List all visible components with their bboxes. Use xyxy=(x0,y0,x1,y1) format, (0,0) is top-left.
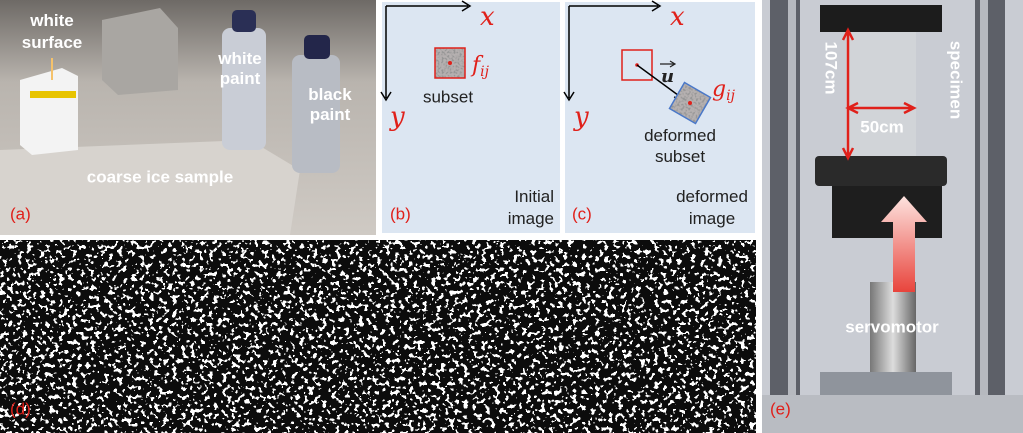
text-line: Initial xyxy=(514,187,554,206)
panel-label: (c) xyxy=(572,204,592,223)
upper-plate xyxy=(815,156,947,186)
width-arrow xyxy=(845,101,917,115)
panel-b: x y fij subset Initial image (b) xyxy=(380,0,560,233)
symbol: gij xyxy=(712,77,736,104)
vector-accent xyxy=(660,60,677,68)
top-cap xyxy=(820,5,942,32)
panel-label: (d) xyxy=(10,399,31,418)
text-line: white xyxy=(217,49,261,68)
panel-background xyxy=(382,2,560,233)
panel-label: (b) xyxy=(390,204,411,223)
axis-label: x xyxy=(480,2,495,32)
text-line: image xyxy=(689,209,735,228)
text-line: paint xyxy=(220,69,261,88)
text-line: white xyxy=(29,11,73,30)
floor xyxy=(762,395,1023,433)
base xyxy=(820,372,952,397)
frame-rail xyxy=(980,0,988,395)
annotation: deformed subset xyxy=(644,126,716,166)
subset-center xyxy=(448,61,452,65)
text-line: paint xyxy=(310,105,351,124)
vector-label: u xyxy=(661,66,674,87)
ice-block xyxy=(102,8,178,95)
caption: deformed image xyxy=(676,187,748,228)
height-arrow xyxy=(841,27,855,161)
axis-label: x xyxy=(670,2,685,32)
annotation: servomotor xyxy=(845,317,939,336)
caption: Initial image xyxy=(508,187,554,228)
text-line: image xyxy=(508,209,554,228)
speckle-pattern xyxy=(0,240,756,433)
text-line: black xyxy=(308,85,352,104)
panel-d: (d) xyxy=(0,240,756,433)
axis-label: y xyxy=(573,102,589,132)
subset-box xyxy=(668,81,712,125)
axes xyxy=(563,0,662,102)
subset-center xyxy=(688,101,692,105)
text-line: subset xyxy=(655,147,705,166)
text-line: deformed xyxy=(644,126,716,145)
frame-column xyxy=(975,0,1005,395)
annotation: subset xyxy=(423,87,473,106)
annotation: black paint xyxy=(308,85,352,124)
frame-rail xyxy=(788,0,796,395)
text-line: deformed xyxy=(676,187,748,206)
symbol-base: g xyxy=(712,77,726,102)
text-line: surface xyxy=(22,33,82,52)
panel-label: (a) xyxy=(10,204,31,223)
white-box xyxy=(20,68,78,155)
original-subset xyxy=(621,49,653,81)
axis-label: y xyxy=(389,102,405,132)
panel-e: 107cm 50cm specimen servomotor (e) xyxy=(762,0,1023,433)
panel-c: x y u gij deformed subset deformed image (… xyxy=(563,0,755,233)
annotation: white surface xyxy=(22,11,82,52)
load-block xyxy=(832,186,942,238)
shaft xyxy=(870,282,916,374)
annotation: specimen xyxy=(947,41,966,119)
subset-box xyxy=(434,47,466,79)
panel-label: (e) xyxy=(770,399,791,418)
annotation: coarse ice sample xyxy=(87,167,233,186)
specimen-body xyxy=(846,32,916,156)
load-arrow xyxy=(881,196,927,292)
white-paint-can xyxy=(222,28,266,150)
yellow-stripe xyxy=(30,91,76,98)
annotation: white paint xyxy=(217,49,261,88)
dimension-label: 50cm xyxy=(860,117,903,136)
black-paint-can xyxy=(292,55,340,173)
axes xyxy=(380,0,472,102)
dimension-label: 107cm xyxy=(822,42,841,95)
can-cap xyxy=(232,10,256,32)
ice-sample xyxy=(0,140,300,235)
panel-a: white surface white paint black paint coars… xyxy=(0,0,376,235)
can-cap xyxy=(304,35,330,59)
panel-background xyxy=(565,2,755,233)
symbol-subscript: ij xyxy=(480,64,489,80)
symbol-subscript: ij xyxy=(726,88,735,104)
